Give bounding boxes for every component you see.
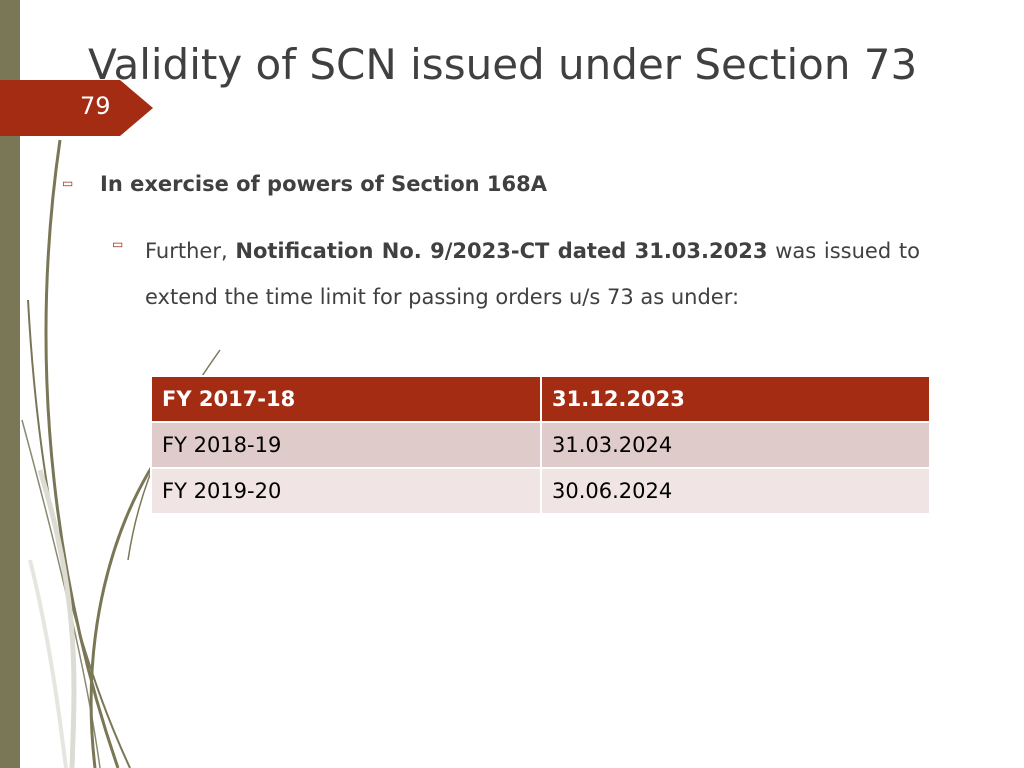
- table-cell-fy: FY 2017-18: [150, 375, 542, 423]
- table-cell-date: 30.06.2024: [540, 467, 931, 515]
- slide-title: Validity of SCN issued under Section 73: [88, 40, 918, 89]
- table-row: FY 2018-19 31.03.2024: [150, 421, 931, 469]
- slide-number: 79: [80, 92, 111, 120]
- bullet-level2-prefix: Further,: [145, 239, 236, 263]
- bullet-level2-suffix: was issued to extend the time limit for …: [145, 239, 921, 309]
- table-cell-date: 31.12.2023: [540, 375, 931, 423]
- time-limit-table: FY 2017-18 31.12.2023 FY 2018-19 31.03.2…: [150, 375, 931, 515]
- bullet-marker-icon: ▭: [62, 176, 74, 190]
- table-row: FY 2017-18 31.12.2023: [150, 375, 931, 423]
- table-cell-fy: FY 2019-20: [150, 467, 542, 515]
- left-accent-bar: [0, 0, 20, 768]
- decorative-vines: [21, 139, 221, 768]
- notification-reference: Notification No. 9/2023-CT dated 31.03.2…: [235, 239, 768, 263]
- bullet-level2: Further, Notification No. 9/2023-CT date…: [145, 228, 920, 320]
- table-cell-date: 31.03.2024: [540, 421, 931, 469]
- bullet-level1: In exercise of powers of Section 168A: [100, 172, 548, 196]
- slide-number-tab: [0, 80, 153, 136]
- table-cell-fy: FY 2018-19: [150, 421, 542, 469]
- bullet-marker-icon: ▭: [112, 237, 124, 251]
- table-row: FY 2019-20 30.06.2024: [150, 467, 931, 515]
